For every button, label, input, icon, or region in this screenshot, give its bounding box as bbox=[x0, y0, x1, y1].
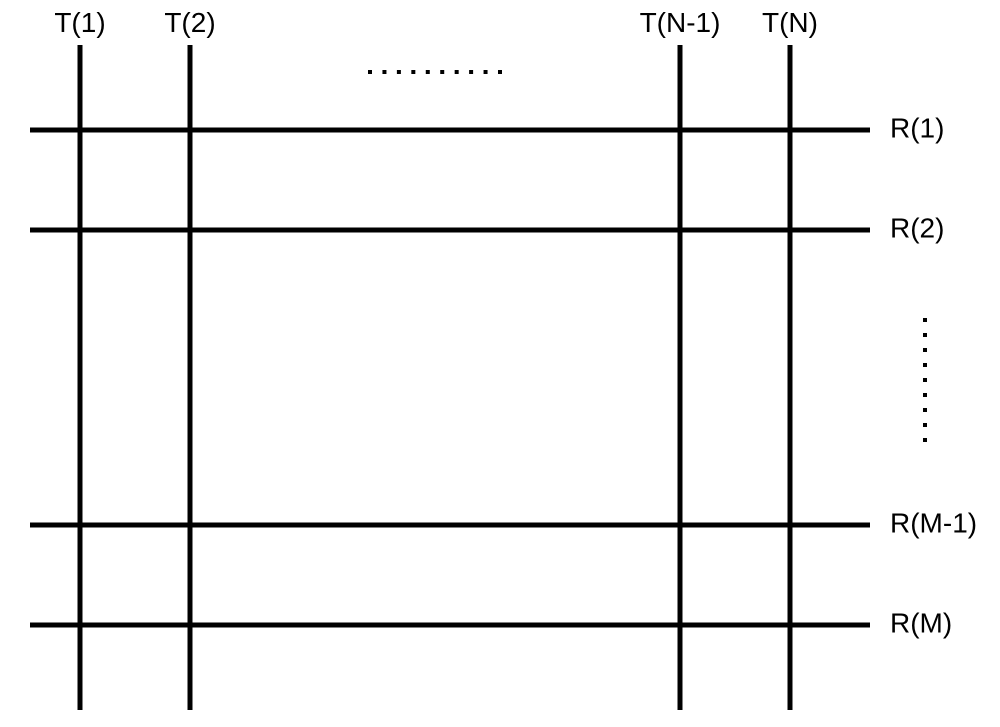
ellipsis-dot-horizontal bbox=[484, 70, 488, 74]
ellipsis-dot-vertical bbox=[923, 408, 927, 412]
ellipsis-dot-vertical bbox=[923, 393, 927, 397]
row-label: R(2) bbox=[890, 212, 944, 243]
ellipsis-dot-vertical bbox=[923, 333, 927, 337]
ellipsis-dot-horizontal bbox=[382, 70, 386, 74]
ellipsis-dot-horizontal bbox=[498, 70, 502, 74]
ellipsis-dot-horizontal bbox=[426, 70, 430, 74]
ellipsis-dot-vertical bbox=[923, 318, 927, 322]
ellipsis-dot-horizontal bbox=[368, 70, 372, 74]
ellipsis-dot-vertical bbox=[923, 363, 927, 367]
ellipsis-dot-vertical bbox=[923, 348, 927, 352]
column-label: T(2) bbox=[164, 7, 215, 38]
ellipsis-dot-vertical bbox=[923, 423, 927, 427]
column-label: T(N-1) bbox=[640, 7, 721, 38]
row-label: R(M-1) bbox=[890, 507, 977, 538]
row-label: R(1) bbox=[890, 112, 944, 143]
ellipsis-dot-horizontal bbox=[411, 70, 415, 74]
ellipsis-dot-horizontal bbox=[440, 70, 444, 74]
row-label: R(M) bbox=[890, 607, 952, 638]
ellipsis-dot-vertical bbox=[923, 378, 927, 382]
ellipsis-dot-vertical bbox=[923, 438, 927, 442]
column-label: T(1) bbox=[54, 7, 105, 38]
column-label: T(N) bbox=[762, 7, 818, 38]
ellipsis-dot-horizontal bbox=[455, 70, 459, 74]
ellipsis-dot-horizontal bbox=[397, 70, 401, 74]
ellipsis-dot-horizontal bbox=[469, 70, 473, 74]
